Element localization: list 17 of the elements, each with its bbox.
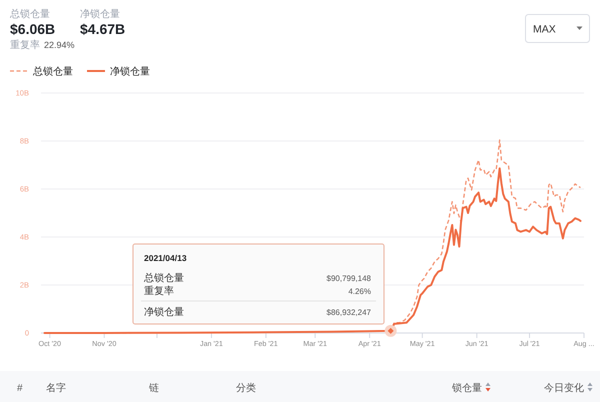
column-header: 名字 (46, 383, 66, 394)
annotation: 2021/04/13 (144, 253, 187, 263)
annotation: $86,932,247 (326, 308, 372, 317)
column-header: 链 (149, 383, 159, 394)
column-header: # (17, 383, 23, 394)
legend-label: 总锁仓量 (32, 66, 73, 78)
summary: 总锁仓量 $6.06B 净锁仓量 $4.67B 重复率 22.94% (10, 9, 126, 51)
column-header: 锁仓量 (452, 382, 490, 394)
column-header: 分类 (236, 383, 256, 394)
dropdown: MAX (525, 14, 590, 43)
annotation: 净锁仓量 (144, 306, 184, 318)
legend-label: 净锁仓量 (110, 66, 150, 78)
annotation: 4.26% (348, 287, 371, 296)
column-header: 今日变化 (544, 382, 592, 394)
annotation: 总锁仓量 (143, 272, 184, 284)
annotation: 重复率 (144, 285, 174, 297)
annotation: $90,799,148 (326, 274, 372, 283)
